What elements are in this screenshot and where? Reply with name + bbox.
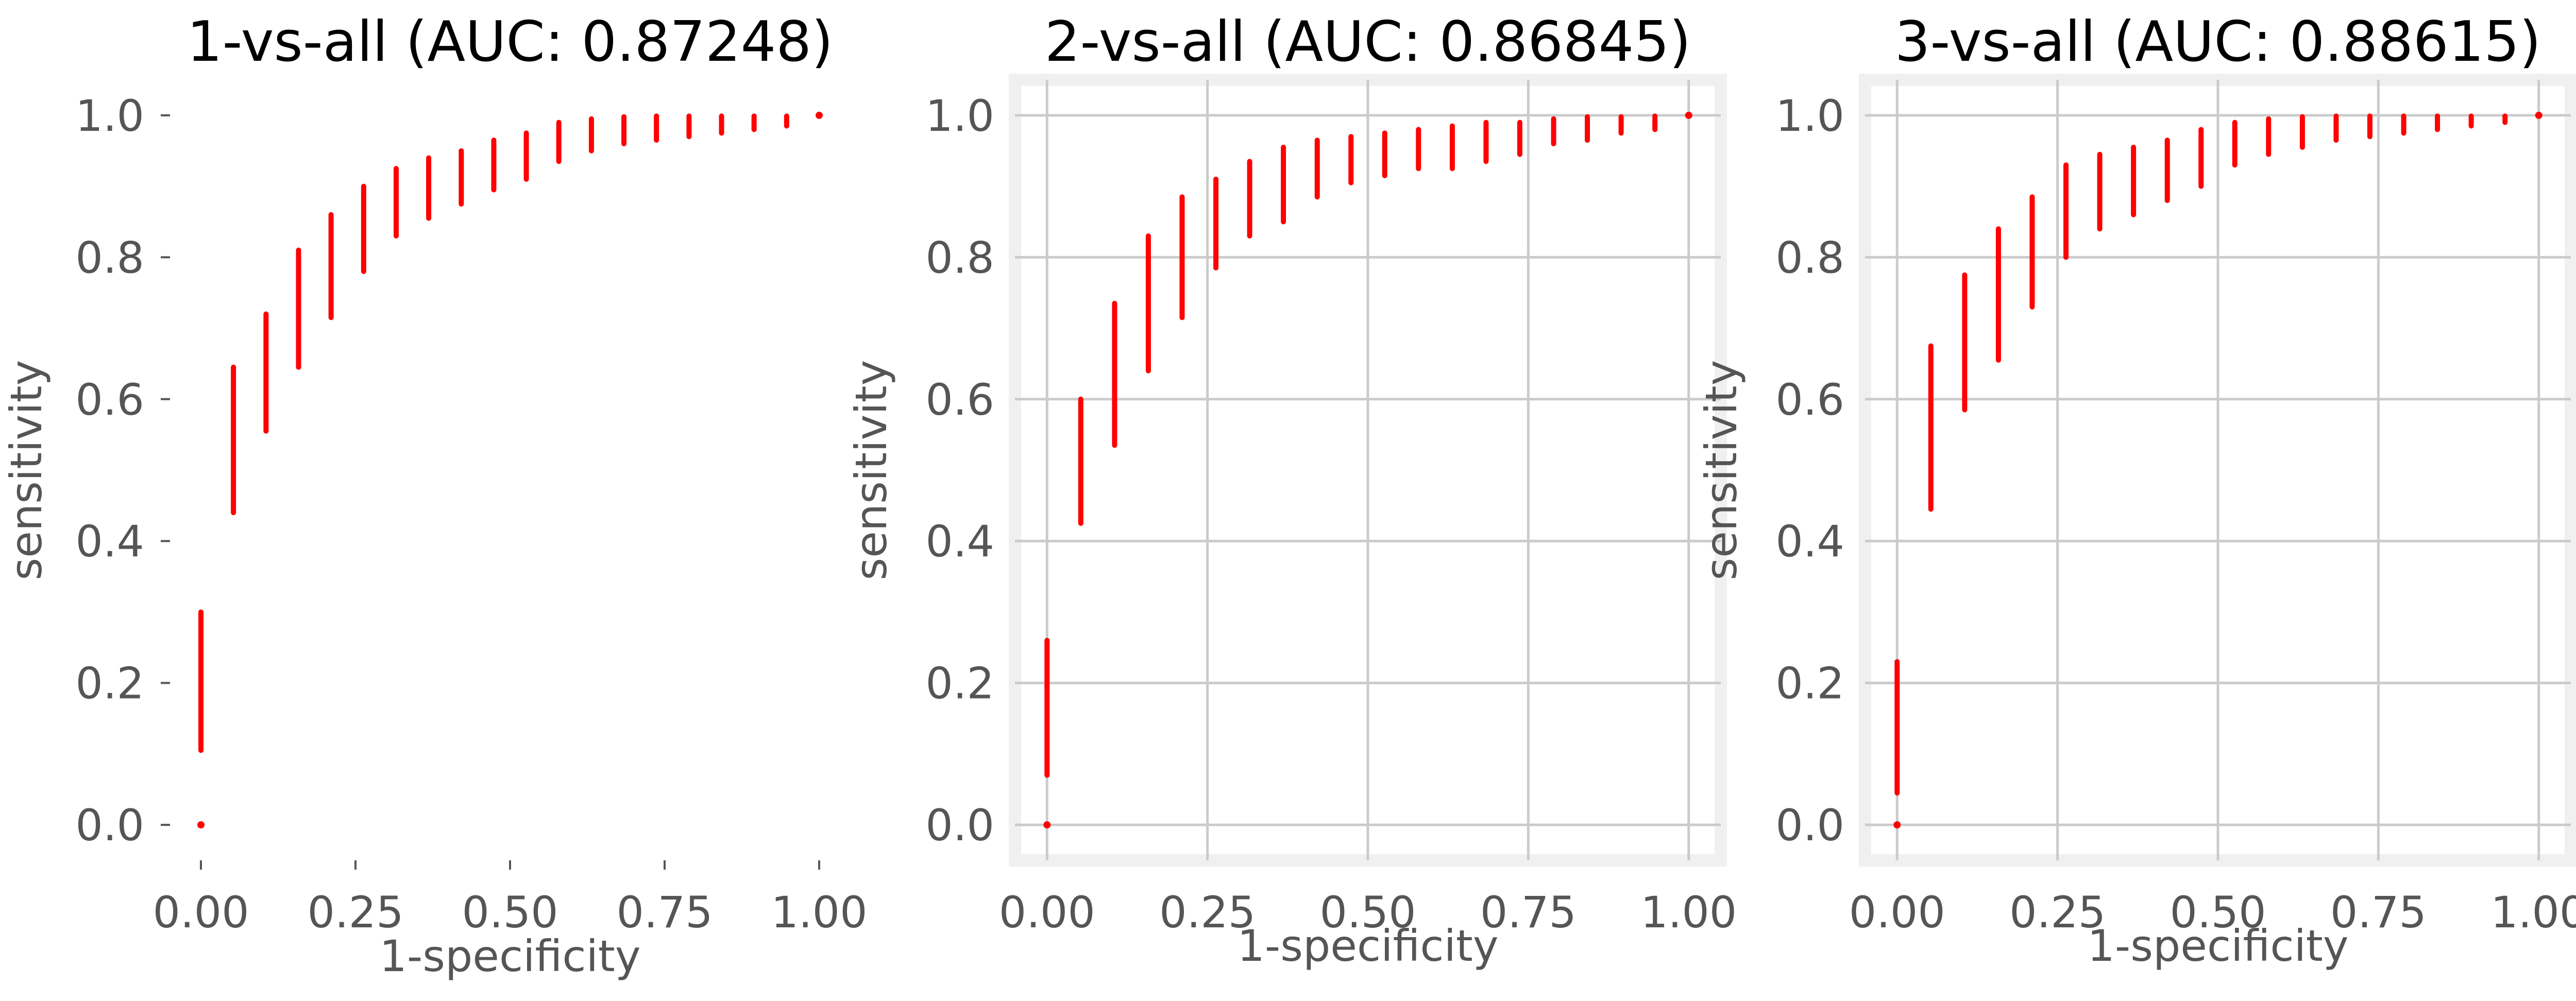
roc-point (1043, 821, 1051, 829)
grid-lines (1015, 80, 1721, 860)
x-axis-label: 1-specificity (1237, 921, 1498, 971)
x-tick-labels: 0.00 0.25 0.50 0.75 1.00 (152, 887, 867, 938)
y-tick-label: 0.8 (75, 232, 144, 283)
y-tick-label: 1.0 (1775, 91, 1844, 141)
y-tick-labels: 0.0 0.2 0.4 0.6 0.8 1.0 (75, 91, 144, 851)
x-tick-labels: 0.00 0.25 0.50 0.75 1.00 (999, 887, 1737, 938)
x-tick-label: 0.50 (2170, 887, 2266, 938)
x-tick-label: 0.75 (1480, 887, 1577, 938)
chart-title: 2-vs-all (AUC: 0.86845) (1045, 10, 1691, 74)
y-tick-label: 0.2 (925, 658, 994, 709)
x-tick-label: 0.00 (1849, 887, 1945, 938)
chart-title: 3-vs-all (AUC: 0.88615) (1895, 10, 2541, 74)
x-tick-label: 0.00 (152, 887, 249, 938)
y-tick-label: 0.0 (925, 800, 994, 851)
roc-point (816, 111, 823, 119)
x-axis-label: 1-specificity (2087, 921, 2348, 971)
chart-panel-2: 2-vs-all (AUC: 0.86845) 1-specificity se… (846, 10, 1737, 971)
y-tick-label: 0.6 (75, 375, 144, 425)
x-tick-label: 0.00 (999, 887, 1095, 938)
data-marks (1893, 111, 2543, 829)
x-tick-label: 0.75 (2330, 887, 2427, 938)
y-tick-label: 0.0 (75, 800, 144, 851)
tick-marks (161, 114, 820, 870)
x-tick-label: 0.25 (2009, 887, 2106, 938)
x-tick-label: 0.50 (1319, 887, 1416, 938)
y-tick-label: 0.6 (1775, 375, 1844, 425)
chart-panel-1: 1-vs-all (AUC: 0.87248) 1-specificity se… (1, 10, 868, 981)
x-axis-label: 1-specificity (379, 931, 640, 981)
y-tick-label: 0.6 (925, 375, 994, 425)
y-tick-label: 0.4 (1775, 516, 1844, 567)
y-tick-label: 0.2 (1775, 658, 1844, 709)
x-tick-labels: 0.00 0.25 0.50 0.75 1.00 (1849, 887, 2576, 938)
data-marks (197, 111, 823, 829)
y-tick-labels: 0.0 0.2 0.4 0.6 0.8 1.0 (1775, 91, 1844, 851)
data-marks (1043, 111, 1692, 829)
y-tick-label: 0.8 (1775, 232, 1844, 283)
x-tick-label: 1.00 (771, 887, 867, 938)
y-tick-label: 0.2 (75, 658, 144, 709)
x-tick-label: 1.00 (1640, 887, 1737, 938)
y-tick-label: 1.0 (925, 91, 994, 141)
y-tick-label: 0.8 (925, 232, 994, 283)
roc-point (1893, 821, 1901, 829)
y-tick-label: 1.0 (75, 91, 144, 141)
y-axis-label: sensitivity (846, 360, 896, 581)
chart-panel-3: 3-vs-all (AUC: 0.88615) 1-specificity se… (1696, 10, 2576, 971)
y-tick-label: 0.0 (1775, 800, 1844, 851)
x-tick-label: 0.25 (307, 887, 403, 938)
y-axis-label: sensitivity (1696, 360, 1747, 581)
y-axis-label: sensitivity (1, 360, 52, 581)
y-tick-label: 0.4 (75, 516, 144, 567)
x-tick-label: 0.25 (1159, 887, 1256, 938)
roc-point (1685, 111, 1692, 119)
roc-point (197, 821, 205, 829)
x-tick-label: 1.00 (2490, 887, 2576, 938)
plot-area (170, 80, 850, 860)
y-tick-label: 0.4 (925, 516, 994, 567)
chart-title: 1-vs-all (AUC: 0.87248) (187, 10, 833, 74)
x-tick-label: 0.75 (616, 887, 713, 938)
y-tick-labels: 0.0 0.2 0.4 0.6 0.8 1.0 (925, 91, 994, 851)
roc-point (2535, 111, 2543, 119)
x-tick-label: 0.50 (462, 887, 558, 938)
